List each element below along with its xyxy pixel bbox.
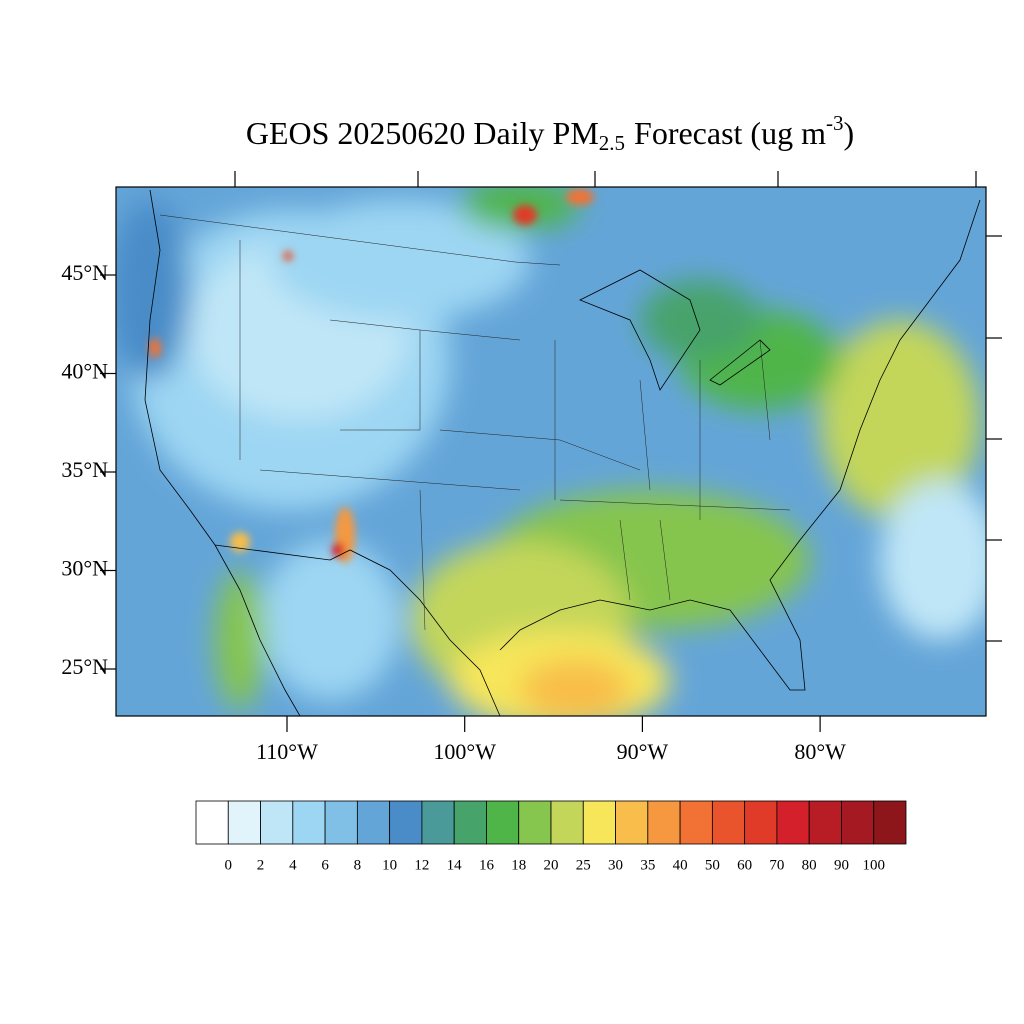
colorbar-label: 0 bbox=[225, 857, 233, 873]
field-hotspots bbox=[149, 189, 594, 563]
colorbar-box bbox=[841, 800, 875, 845]
lat-label: 30°N bbox=[61, 556, 108, 581]
colorbar-box bbox=[486, 800, 520, 845]
colorbar-box bbox=[453, 800, 487, 845]
colorbar-box bbox=[744, 800, 778, 845]
colorbar-label: 70 bbox=[769, 857, 784, 873]
colorbar-label: 8 bbox=[354, 857, 362, 873]
colorbar-label: 2 bbox=[257, 857, 265, 873]
colorbar-box bbox=[679, 800, 713, 845]
lat-label: 45°N bbox=[61, 260, 108, 285]
title-text: ) bbox=[843, 115, 854, 151]
frame-ticks bbox=[234, 171, 1002, 642]
colorbar-label: 90 bbox=[834, 857, 849, 873]
colorbar-box bbox=[647, 800, 681, 845]
lon-label: 90°W bbox=[617, 739, 669, 764]
colorbar-box bbox=[776, 800, 810, 845]
colorbar-box bbox=[389, 800, 423, 845]
colorbar: 0 2 4 6 8 10 12 14 16 18 20 25 30 35 40 50 60 70 80 90 100 bbox=[195, 800, 907, 873]
colorbar-label: 25 bbox=[576, 857, 591, 873]
colorbar-box bbox=[518, 800, 552, 845]
map-axes: 45°N 40°N 35°N 30°N 25°N 110°W 100°W 90°W 80°W bbox=[61, 260, 846, 764]
colorbar-box bbox=[227, 800, 261, 845]
lon-label: 100°W bbox=[433, 739, 496, 764]
colorbar-label: 60 bbox=[737, 857, 752, 873]
colorbar-box bbox=[711, 800, 746, 845]
title-text: GEOS 20250620 Daily PM bbox=[246, 115, 599, 151]
title-subscript: 2.5 bbox=[599, 131, 625, 155]
map-field bbox=[116, 187, 986, 716]
colorbar-label: 12 bbox=[414, 857, 429, 873]
colorbar-box bbox=[356, 800, 391, 845]
map-title: GEOS 20250620 Daily PM2.5 Forecast (ug m-… bbox=[246, 111, 854, 155]
colorbar-box bbox=[582, 800, 616, 845]
colorbar-label: 10 bbox=[382, 857, 397, 873]
lon-label: 80°W bbox=[794, 739, 846, 764]
colorbar-box bbox=[292, 800, 326, 845]
colorbar-box bbox=[615, 800, 649, 845]
colorbar-label: 100 bbox=[862, 857, 885, 873]
title-superscript: -3 bbox=[826, 111, 844, 135]
lat-label: 25°N bbox=[61, 654, 108, 679]
map-frame bbox=[115, 186, 987, 717]
great-lakes bbox=[579, 269, 771, 391]
lat-label: 40°N bbox=[61, 359, 108, 384]
colorbar-box bbox=[421, 800, 455, 845]
colorbar-label: 30 bbox=[608, 857, 623, 873]
colorbar-box bbox=[260, 800, 294, 845]
lat-label: 35°N bbox=[61, 457, 108, 482]
colorbar-label: 40 bbox=[673, 857, 688, 873]
colorbar-box bbox=[195, 800, 229, 845]
colorbar-label: 50 bbox=[705, 857, 720, 873]
colorbar-box bbox=[324, 800, 358, 845]
colorbar-label: 14 bbox=[447, 857, 463, 873]
colorbar-box bbox=[808, 800, 842, 845]
title-text: Forecast (ug m bbox=[634, 115, 826, 151]
coastline bbox=[144, 189, 981, 716]
field-blobs bbox=[116, 187, 986, 716]
colorbar-box bbox=[873, 800, 907, 845]
colorbar-label: 6 bbox=[321, 857, 329, 873]
colorbar-label: 16 bbox=[479, 857, 495, 873]
state-borders bbox=[159, 214, 791, 631]
lon-label: 110°W bbox=[256, 739, 318, 764]
colorbar-label: 35 bbox=[640, 857, 655, 873]
colorbar-label: 20 bbox=[544, 857, 559, 873]
colorbar-label: 80 bbox=[802, 857, 817, 873]
colorbar-box bbox=[550, 800, 584, 845]
colorbar-label: 18 bbox=[511, 857, 526, 873]
colorbar-label: 4 bbox=[289, 857, 297, 873]
